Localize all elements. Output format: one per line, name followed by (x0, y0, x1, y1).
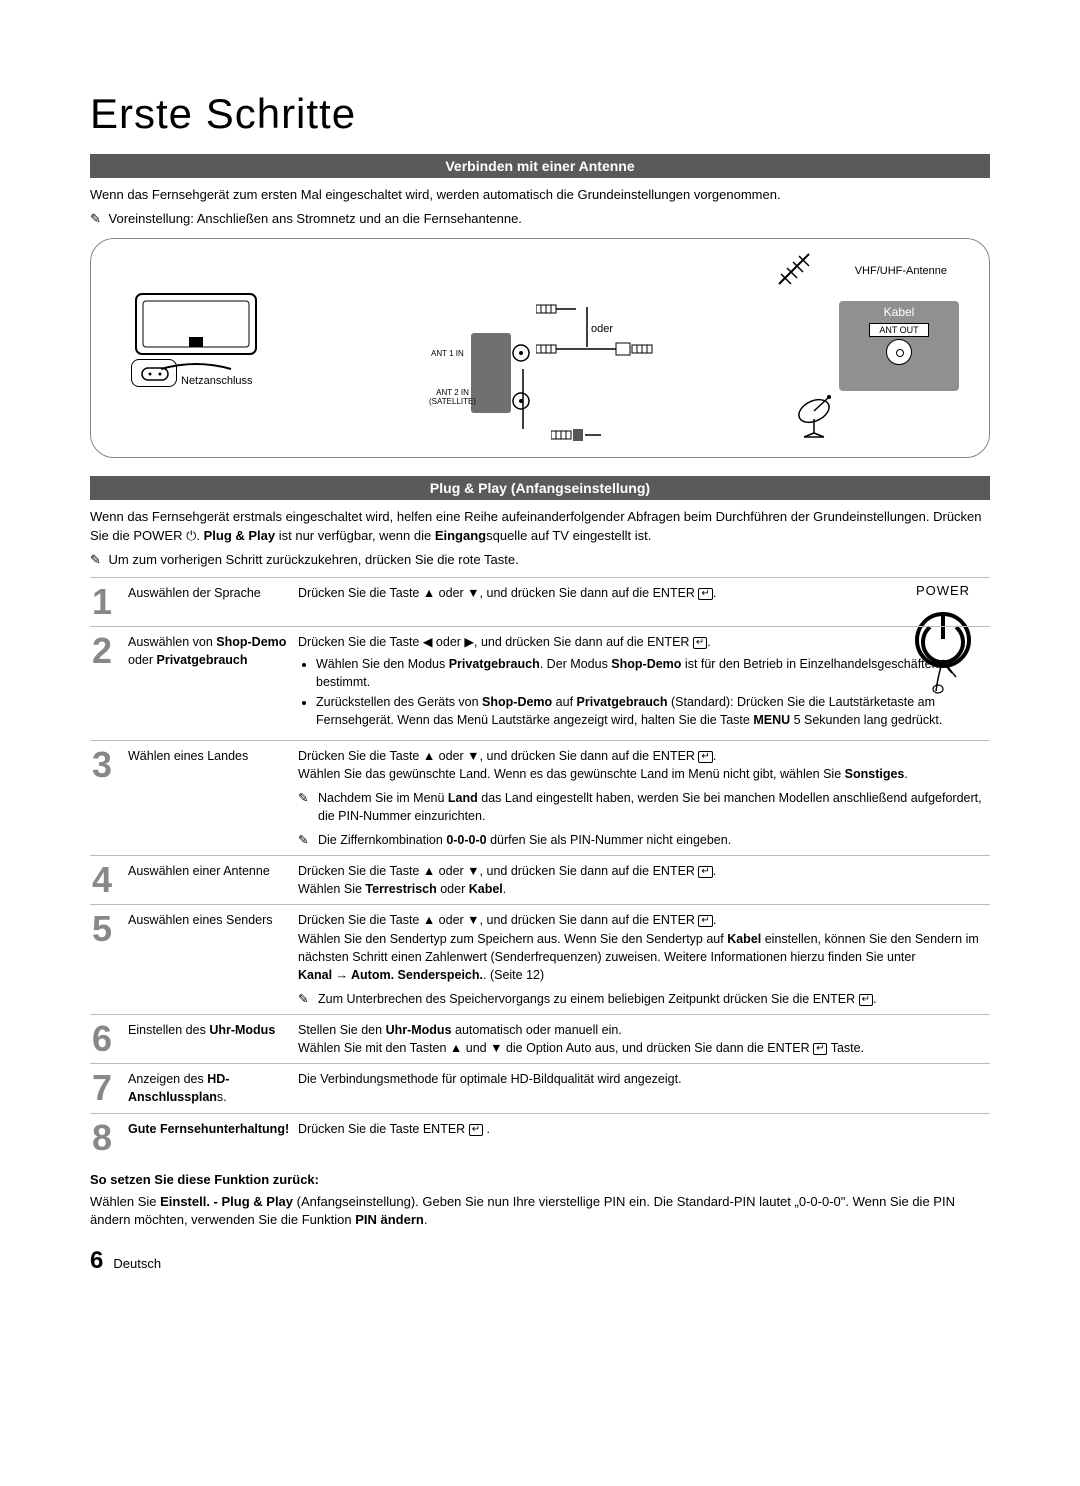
step-row: 1Auswählen der SpracheDrücken Sie die Ta… (90, 577, 990, 626)
section-header-antenna: Verbinden mit einer Antenne (90, 154, 990, 178)
tv-back-panel-icon (471, 333, 511, 413)
antout-label: ANT OUT (869, 323, 929, 337)
step-label: Anzeigen des HD-Anschlussplans. (128, 1070, 298, 1106)
subnote-text: Die Ziffernkombination 0-0-0-0 dürfen Si… (318, 831, 731, 849)
step-number: 5 (90, 911, 128, 1008)
power-label: POWER (908, 582, 978, 601)
section-header-plugplay: Plug & Play (Anfangseinstellung) (90, 476, 990, 500)
step-row: 2Auswählen von Shop-Demo oder Privatgebr… (90, 626, 990, 740)
diagram-line (521, 369, 525, 429)
vhf-label: VHF/UHF-Antenne (855, 265, 947, 277)
step-row: 7Anzeigen des HD-Anschlussplans.Die Verb… (90, 1063, 990, 1112)
reset-body: Wählen Sie Einstell. - Plug & Play (Anfa… (90, 1193, 990, 1229)
note-icon: ✎ (298, 990, 318, 1008)
connector-icon (536, 339, 656, 359)
step-row: 3Wählen eines LandesDrücken Sie die Tast… (90, 740, 990, 856)
step-number: 6 (90, 1021, 128, 1057)
power-plug-icon (131, 359, 177, 387)
connection-diagram: Netzanschluss ANT 1 IN ANT 2 IN (SATELLI… (90, 238, 990, 458)
ant1-label: ANT 1 IN (431, 349, 464, 358)
connector-icon (551, 425, 611, 445)
step-subnote: ✎Die Ziffernkombination 0-0-0-0 dürfen S… (298, 831, 990, 849)
page-title: Erste Schritte (90, 90, 990, 138)
step-number: 8 (90, 1120, 128, 1156)
footer-lang: Deutsch (113, 1256, 161, 1271)
step-number: 4 (90, 862, 128, 898)
ant1-port-icon (511, 343, 531, 363)
note-icon: ✎ (298, 789, 318, 825)
steps-table: 1Auswählen der SpracheDrücken Sie die Ta… (90, 577, 990, 1162)
step-label: Wählen eines Landes (128, 747, 298, 850)
preset-note-text: Voreinstellung: Anschließen ans Stromnet… (109, 211, 522, 226)
step-description: Drücken Sie die Taste ◀ oder ▶, und drüc… (298, 633, 990, 734)
vhf-antenna-icon (769, 244, 819, 294)
ant2-label: ANT 2 IN (SATELLITE) (429, 389, 476, 407)
back-note-text: Um zum vorherigen Schritt zurückzukehren… (109, 552, 519, 567)
section2-intro: Wenn das Fernsehgerät erstmals eingescha… (90, 508, 990, 544)
step-description: Die Verbindungsmethode für optimale HD-B… (298, 1070, 990, 1106)
subnote-text: Nachdem Sie im Menü Land das Land einges… (318, 789, 990, 825)
coax-icon (886, 339, 912, 365)
section2-back-note: ✎ Um zum vorherigen Schritt zurückzukehr… (90, 551, 990, 569)
note-icon: ✎ (90, 551, 101, 569)
section1-preset-note: ✎ Voreinstellung: Anschließen ans Stromn… (90, 210, 990, 228)
step-row: 6Einstellen des Uhr-ModusStellen Sie den… (90, 1014, 990, 1063)
step-row: 4Auswählen einer AntenneDrücken Sie die … (90, 855, 990, 904)
step-row: 8Gute Fernsehunterhaltung!Drücken Sie di… (90, 1113, 990, 1162)
footer-pagenum: 6 (90, 1247, 103, 1275)
step-description: Drücken Sie die Taste ▲ oder ▼, und drüc… (298, 911, 990, 1008)
section1-intro: Wenn das Fernsehgerät zum ersten Mal ein… (90, 186, 990, 204)
step-number: 7 (90, 1070, 128, 1106)
step-number: 1 (90, 584, 128, 620)
step-description: Stellen Sie den Uhr-Modus automatisch od… (298, 1021, 990, 1057)
step-label: Auswählen einer Antenne (128, 862, 298, 898)
step-subnote: ✎Nachdem Sie im Menü Land das Land einge… (298, 789, 990, 825)
step-number: 2 (90, 633, 128, 734)
kabel-label: Kabel (839, 305, 959, 319)
reset-heading: So setzen Sie diese Funktion zurück: (90, 1172, 990, 1187)
step-label: Auswählen von Shop-Demo oder Privatgebra… (128, 633, 298, 734)
oder-label: oder (591, 323, 613, 335)
page-footer: 6 Deutsch (90, 1247, 990, 1275)
step-description: Drücken Sie die Taste ▲ oder ▼, und drüc… (298, 747, 990, 850)
step-label: Auswählen eines Senders (128, 911, 298, 1008)
note-icon: ✎ (90, 210, 101, 228)
netzanschluss-label: Netzanschluss (181, 375, 253, 387)
step-label: Auswählen der Sprache (128, 584, 298, 620)
step-subnote: ✎Zum Unterbrechen des Speichervorgangs z… (298, 990, 990, 1008)
diagram-line (585, 307, 589, 347)
step-description: Drücken Sie die Taste ENTER ↵ . (298, 1120, 990, 1156)
step-row: 5Auswählen eines SendersDrücken Sie die … (90, 904, 990, 1014)
note-icon: ✎ (298, 831, 318, 849)
subnote-text: Zum Unterbrechen des Speichervorgangs zu… (318, 990, 876, 1008)
kabel-box: Kabel ANT OUT (839, 301, 959, 391)
step-number: 3 (90, 747, 128, 850)
step-description: Drücken Sie die Taste ▲ oder ▼, und drüc… (298, 862, 990, 898)
step-label: Einstellen des Uhr-Modus (128, 1021, 298, 1057)
step-label: Gute Fernsehunterhaltung! (128, 1120, 298, 1156)
step-description: Drücken Sie die Taste ▲ oder ▼, und drüc… (298, 584, 990, 620)
satellite-dish-icon (789, 389, 839, 439)
